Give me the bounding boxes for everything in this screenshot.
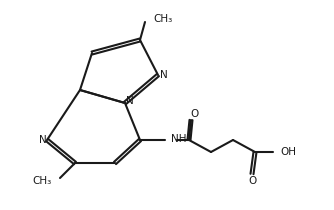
Text: CH₃: CH₃ xyxy=(33,176,52,186)
Text: O: O xyxy=(191,109,199,119)
Text: OH: OH xyxy=(280,147,296,157)
Text: N: N xyxy=(126,96,134,106)
Text: N: N xyxy=(160,70,168,80)
Text: NH: NH xyxy=(171,134,186,144)
Text: CH₃: CH₃ xyxy=(153,14,172,24)
Text: N: N xyxy=(39,135,47,145)
Text: O: O xyxy=(249,176,257,186)
